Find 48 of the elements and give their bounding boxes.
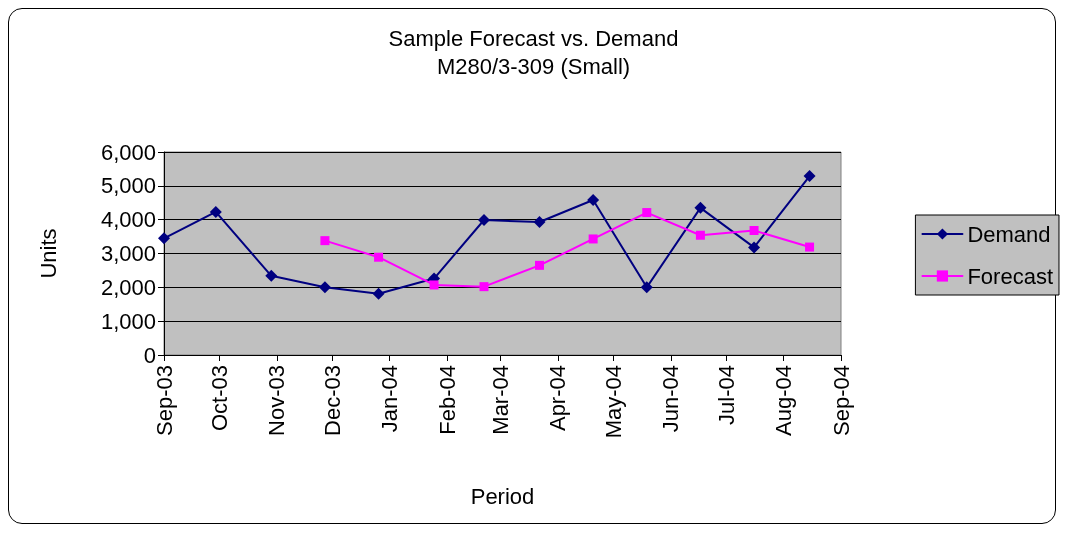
- point: [533, 216, 546, 229]
- point: [209, 205, 222, 218]
- x-tick-label: May-04: [600, 365, 626, 439]
- chart-subtitle: M280/3-309 (Small): [436, 53, 631, 79]
- point: [372, 287, 385, 300]
- x-tick-label: Sep-04: [828, 365, 854, 436]
- x-tick-label: Oct-03: [206, 365, 232, 432]
- y-axis-title: Units: [35, 228, 61, 279]
- y-tick-label: 1,000: [100, 308, 156, 334]
- point: [318, 281, 331, 294]
- point: [748, 241, 761, 254]
- x-tick-label: Jun-04: [658, 365, 684, 433]
- point: [534, 260, 544, 270]
- x-tick-label: Mar-04: [488, 365, 514, 435]
- y-tick-label: 2,000: [100, 274, 156, 300]
- legend-label: Demand: [967, 221, 1051, 247]
- x-tick-label: Aug-04: [771, 365, 797, 436]
- y-tick-label: 4,000: [100, 207, 156, 233]
- point: [588, 234, 598, 244]
- x-axis-title: Period: [470, 483, 535, 509]
- x-tick-label: Nov-03: [264, 365, 290, 436]
- y-tick-label: 5,000: [100, 173, 156, 199]
- point: [749, 225, 759, 235]
- point: [429, 280, 439, 290]
- y-tick-label: 3,000: [100, 241, 156, 266]
- point: [694, 201, 707, 214]
- point: [478, 214, 490, 227]
- point: [805, 242, 815, 252]
- point: [803, 170, 816, 183]
- chart-title: Sample Forecast vs. Demand: [388, 25, 679, 51]
- point: [320, 236, 330, 246]
- point: [265, 269, 278, 282]
- point: [479, 282, 489, 292]
- legend-label: Forecast: [967, 263, 1054, 289]
- x-tick-label: Dec-03: [319, 365, 345, 436]
- y-tick-label: 6,000: [100, 139, 156, 165]
- x-tick-label: Sep-03: [151, 365, 177, 436]
- point: [587, 194, 600, 207]
- point: [374, 252, 384, 262]
- point: [158, 232, 170, 245]
- y-tick-label: 0: [143, 342, 156, 368]
- x-tick-label: Feb-04: [434, 365, 460, 435]
- x-tick-label: Jan-04: [377, 365, 403, 433]
- x-tick-label: Jul-04: [713, 365, 739, 425]
- point: [642, 208, 652, 218]
- x-tick-label: Apr-04: [545, 365, 571, 432]
- point: [640, 281, 653, 294]
- point: [695, 230, 705, 240]
